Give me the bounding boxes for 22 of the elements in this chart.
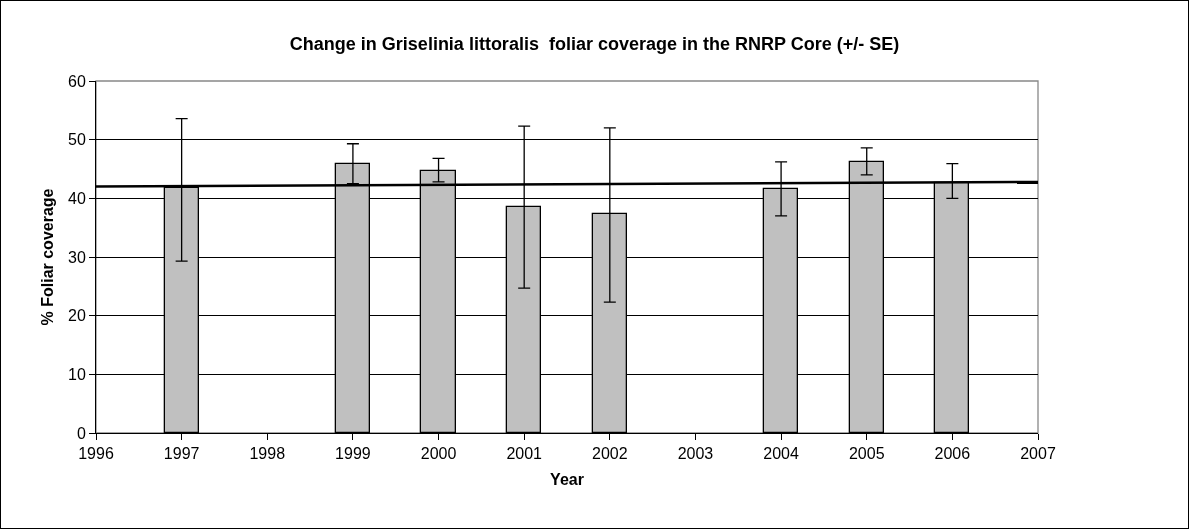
y-tick-label: 60	[68, 72, 86, 90]
x-tick-label: 2004	[763, 445, 799, 463]
y-tick-label: 50	[68, 131, 86, 149]
y-tick-label: 10	[68, 365, 86, 383]
x-tick-label: 2001	[506, 445, 543, 463]
x-tick-label: 2000	[420, 445, 457, 463]
x-tick-label: 2007	[1020, 445, 1056, 463]
x-tick-label: 2003	[677, 445, 714, 463]
x-tick-label: 1999	[335, 445, 371, 463]
x-tick-label: 2006	[934, 445, 971, 463]
y-tick-label: 30	[68, 248, 86, 266]
chart-title: Change in Griselinia littoralis foliar coverage in the RNRP Core (+/- SE)	[289, 34, 900, 55]
y-tick-label: 40	[68, 189, 86, 207]
x-axis-title: Year	[550, 470, 584, 488]
x-tick-label: 1998	[249, 445, 286, 463]
y-tick-label: 0	[76, 424, 86, 442]
y-tick-label: 20	[68, 307, 86, 325]
x-tick-label: 2005	[848, 445, 885, 463]
y-axis-title: % Foliar coverage	[38, 188, 56, 326]
x-tick-label: 1996	[78, 445, 114, 463]
x-tick-label: 1997	[163, 445, 200, 463]
x-tick-label: 2002	[592, 445, 628, 463]
